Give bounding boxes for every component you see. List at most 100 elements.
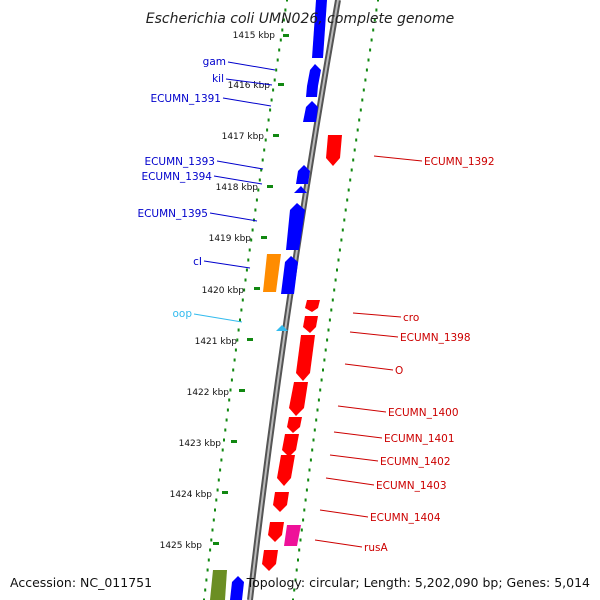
gene-label-ecumn-1394[interactable]: ECUMN_1394 bbox=[141, 171, 212, 183]
ring-dot bbox=[349, 178, 352, 182]
ring-dot bbox=[257, 188, 260, 192]
gene-label-ecumn-1392[interactable]: ECUMN_1392 bbox=[424, 156, 495, 168]
ring-dot bbox=[206, 568, 209, 572]
gene-feature-oop[interactable] bbox=[276, 325, 288, 331]
gene-label-ecumn-1391[interactable]: ECUMN_1391 bbox=[150, 93, 221, 105]
gene-feature[interactable] bbox=[273, 492, 289, 512]
ring-dot bbox=[365, 68, 368, 72]
gene-feature[interactable] bbox=[296, 335, 315, 381]
gene-label-ecumn-1400[interactable]: ECUMN_1400 bbox=[388, 407, 459, 419]
ring-dot bbox=[251, 228, 254, 232]
ring-dot bbox=[207, 558, 210, 562]
ring-dot bbox=[204, 588, 207, 592]
gene-feature[interactable] bbox=[282, 434, 299, 457]
ring-dot bbox=[243, 288, 246, 292]
ring-dot bbox=[369, 48, 372, 52]
ring-dot bbox=[308, 468, 311, 472]
gene-feature-cI[interactable] bbox=[263, 254, 281, 292]
ring-dot bbox=[300, 528, 303, 532]
ring-dot bbox=[224, 428, 227, 432]
dotted-track-rings bbox=[203, 0, 379, 600]
gene-feature[interactable] bbox=[262, 550, 278, 571]
ring-dot bbox=[247, 258, 250, 262]
gene-label-kil[interactable]: kil bbox=[212, 73, 224, 85]
scale-tick: 1421 kbp bbox=[195, 337, 253, 347]
ring-dot bbox=[266, 128, 269, 132]
ring-dot bbox=[234, 348, 237, 352]
ring-dot bbox=[356, 128, 359, 132]
ring-dot bbox=[295, 568, 298, 572]
scale-tick: 1423 kbp bbox=[179, 439, 237, 449]
gene-label-O[interactable]: O bbox=[395, 365, 403, 377]
gene-label-ecumn-1404[interactable]: ECUMN_1404 bbox=[370, 512, 441, 524]
gene-label-ecumn-1401[interactable]: ECUMN_1401 bbox=[384, 433, 455, 445]
tick-label: 1420 kbp bbox=[202, 286, 245, 296]
ring-dot bbox=[279, 38, 282, 42]
ring-dot bbox=[324, 348, 327, 352]
ring-dot bbox=[311, 448, 314, 452]
gene-feature[interactable] bbox=[303, 316, 318, 333]
gene-feature[interactable] bbox=[296, 165, 310, 184]
gene-label-ecumn-1403[interactable]: ECUMN_1403 bbox=[376, 480, 447, 492]
ring-dot bbox=[261, 158, 264, 162]
tick-label: 1419 kbp bbox=[209, 234, 252, 244]
ring-dot bbox=[215, 498, 218, 502]
ring-dot bbox=[338, 248, 341, 252]
gene-feature[interactable] bbox=[326, 135, 342, 166]
ring-dot bbox=[216, 488, 219, 492]
gene-feature-rusA[interactable] bbox=[284, 525, 301, 546]
left-gene-labels: gam kil ECUMN_1391 ECUMN_1393 ECUMN_1394… bbox=[137, 56, 276, 323]
ring-dot bbox=[237, 328, 240, 332]
ring-dot bbox=[245, 268, 248, 272]
scale-tick: 1424 kbp bbox=[170, 490, 228, 500]
ring-dot bbox=[220, 458, 223, 462]
tick-label: 1423 kbp bbox=[179, 439, 222, 449]
ring-dot bbox=[359, 108, 362, 112]
gene-feature[interactable] bbox=[281, 256, 298, 294]
gene-label-cI[interactable]: cI bbox=[193, 256, 202, 268]
gene-feature[interactable] bbox=[306, 86, 318, 97]
ring-dot bbox=[340, 238, 343, 242]
ring-dot bbox=[373, 18, 376, 22]
gene-label-oop[interactable]: oop bbox=[172, 308, 192, 320]
gene-feature[interactable] bbox=[287, 417, 302, 433]
gene-label-rusA[interactable]: rusA bbox=[364, 542, 388, 554]
ring-dot bbox=[294, 578, 297, 582]
gene-feature[interactable] bbox=[307, 64, 321, 86]
gene-feature[interactable] bbox=[286, 203, 305, 250]
ring-dot bbox=[241, 298, 244, 302]
ring-dot bbox=[233, 358, 236, 362]
gene-feature[interactable] bbox=[277, 455, 295, 486]
ring-dot bbox=[293, 588, 296, 592]
ring-dot bbox=[312, 438, 315, 442]
gene-feature[interactable] bbox=[289, 382, 308, 416]
gene-feature[interactable] bbox=[230, 576, 244, 600]
gene-feature[interactable] bbox=[312, 0, 327, 58]
ring-dot bbox=[254, 208, 257, 212]
scale-tick: 1422 kbp bbox=[187, 388, 245, 398]
gene-feature[interactable] bbox=[210, 570, 227, 600]
gene-feature[interactable] bbox=[294, 186, 307, 193]
gene-label-ecumn-1398[interactable]: ECUMN_1398 bbox=[400, 332, 471, 344]
gene-label-gam[interactable]: gam bbox=[203, 56, 226, 68]
ring-dot bbox=[211, 528, 214, 532]
ring-dot bbox=[319, 388, 322, 392]
gene-label-ecumn-1402[interactable]: ECUMN_1402 bbox=[380, 456, 451, 468]
ring-dot bbox=[270, 98, 273, 102]
ring-dot bbox=[328, 318, 331, 322]
gene-label-ecumn-1393[interactable]: ECUMN_1393 bbox=[144, 156, 215, 168]
reverse-strand-genes bbox=[262, 135, 342, 571]
gene-label-cro[interactable]: cro bbox=[403, 312, 419, 324]
gene-label-ecumn-1395[interactable]: ECUMN_1395 bbox=[137, 208, 208, 220]
gene-feature[interactable] bbox=[305, 300, 320, 312]
tick-label: 1417 kbp bbox=[222, 132, 265, 142]
ring-dot bbox=[299, 538, 302, 542]
gene-feature[interactable] bbox=[268, 522, 284, 542]
ring-dot bbox=[292, 598, 294, 600]
gene-feature[interactable] bbox=[303, 101, 318, 122]
ring-dot bbox=[239, 318, 241, 322]
ring-dot bbox=[276, 58, 279, 62]
ring-dot bbox=[309, 458, 312, 462]
ring-dot bbox=[282, 18, 285, 22]
